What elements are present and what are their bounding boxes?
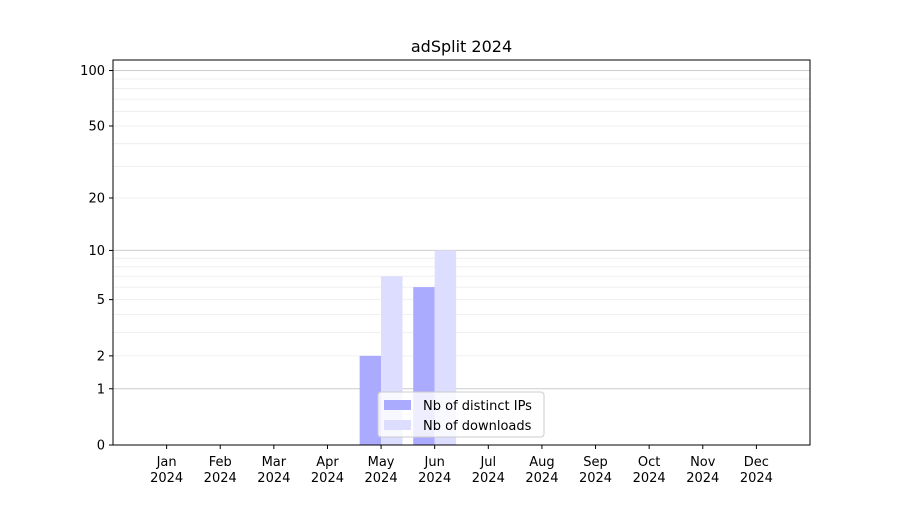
x-tick-label-month: Feb xyxy=(209,455,232,470)
legend-label: Nb of downloads xyxy=(423,419,532,434)
legend-box xyxy=(377,391,545,438)
x-tick-label-year: 2024 xyxy=(472,471,505,486)
x-tick-label-year: 2024 xyxy=(365,471,398,486)
y-tick-label: 2 xyxy=(97,349,105,364)
legend-swatch xyxy=(384,420,411,430)
x-tick-label-year: 2024 xyxy=(257,471,290,486)
x-tick-label-year: 2024 xyxy=(633,471,666,486)
y-tick-label: 5 xyxy=(97,293,105,308)
bar-ips xyxy=(359,355,382,445)
x-tick-label-month: Mar xyxy=(262,455,287,470)
x-tick-label-month: Sep xyxy=(583,455,608,470)
x-tick-label-year: 2024 xyxy=(204,471,237,486)
legend-label: Nb of distinct IPs xyxy=(423,399,532,414)
x-tick-label-year: 2024 xyxy=(740,471,773,486)
y-tick-label: 0 xyxy=(97,439,105,454)
x-tick-label-year: 2024 xyxy=(686,471,719,486)
x-tick-label-month: Nov xyxy=(690,455,716,470)
chart-title: adSplit 2024 xyxy=(411,37,512,56)
y-tick-label: 50 xyxy=(88,119,105,134)
x-tick-label-month: Jul xyxy=(479,455,496,470)
legend-swatch xyxy=(384,400,411,410)
x-tick-label-year: 2024 xyxy=(525,471,558,486)
y-tick-label: 1 xyxy=(97,382,105,397)
x-tick-label-year: 2024 xyxy=(579,471,612,486)
x-tick-label-month: Jan xyxy=(156,455,177,470)
x-tick-label-year: 2024 xyxy=(311,471,344,486)
y-tick-label: 10 xyxy=(88,244,105,259)
x-tick-label-year: 2024 xyxy=(150,471,183,486)
x-tick-label-month: Aug xyxy=(529,455,554,470)
y-tick-label: 20 xyxy=(88,191,105,206)
y-tick-label: 100 xyxy=(80,64,105,79)
x-tick-label-month: May xyxy=(368,455,395,470)
x-tick-label-month: Oct xyxy=(638,455,660,470)
x-tick-label-month: Apr xyxy=(316,455,339,470)
axes-frame xyxy=(112,59,811,446)
x-tick-label-year: 2024 xyxy=(418,471,451,486)
x-tick-label-month: Dec xyxy=(744,455,769,470)
x-tick-label-month: Jun xyxy=(424,455,445,470)
